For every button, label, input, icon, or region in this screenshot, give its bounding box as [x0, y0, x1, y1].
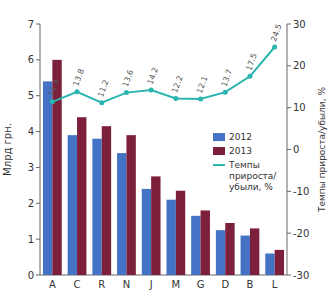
y-tick-label: 6 [28, 54, 34, 65]
y2-tick [287, 191, 291, 192]
line-marker [149, 88, 154, 93]
bar [250, 228, 259, 275]
y2-tick [287, 149, 291, 150]
x-tick-label: R [98, 279, 105, 290]
bar [142, 189, 151, 275]
bar [151, 176, 160, 275]
data-labels: 11.4 13.8 11.2 13.6 14.2 12.2 12.1 13.7 17.5 24.5 [47, 23, 284, 98]
data-label: 12.1 [195, 75, 210, 95]
y2-tick [287, 233, 291, 234]
bar [126, 135, 135, 275]
y2-tick-label: -10 [293, 186, 309, 197]
data-label: 11.4 [47, 78, 62, 98]
x-tick-label: C [74, 279, 81, 290]
line-marker [272, 45, 277, 50]
line-marker [50, 99, 55, 104]
x-tick-label: J [149, 279, 153, 290]
y2-tick-label: 0 [293, 144, 299, 155]
bar [216, 230, 225, 275]
bar [43, 81, 52, 275]
y-tick [36, 131, 40, 132]
y2-axis-label: Темпы прироста/убыли, % [317, 87, 327, 213]
y2-tick-label: 30 [293, 19, 306, 30]
y-axis-label: Млрд грн. [2, 123, 13, 176]
x-tick-label: N [123, 279, 130, 290]
bar [201, 210, 210, 275]
chart: 0 1 2 3 4 5 6 7 Млрд грн. -30 -20 -10 0 10 20 30 Темпы п… [0, 0, 331, 295]
legend: 2012 2013 Темпыприроста/убыли, % [213, 132, 277, 192]
data-label: 14.2 [146, 66, 161, 86]
line-marker [223, 90, 228, 95]
data-label: 13.6 [121, 68, 136, 88]
y-tick-label: 5 [28, 90, 34, 101]
y2-tick-label: 20 [293, 60, 306, 71]
line-marker [124, 90, 129, 95]
y-tick-label: 3 [28, 162, 34, 173]
x-tick-label: M [172, 279, 181, 290]
y-tick-label: 2 [28, 198, 34, 209]
y-tick [36, 24, 40, 25]
data-label: 11.2 [96, 79, 111, 99]
legend-label-line: убыли, % [229, 182, 273, 192]
bar [77, 117, 86, 275]
line-marker [247, 74, 252, 79]
bar [241, 236, 250, 275]
y-tick-label: 7 [28, 19, 34, 30]
legend-label-line: Темпы [228, 160, 260, 170]
y2-tick-label: 10 [293, 102, 306, 113]
bar [275, 250, 284, 275]
x-tick-label: B [247, 279, 254, 290]
y2-tick [287, 107, 291, 108]
bar [191, 216, 200, 275]
data-label: 13.7 [220, 68, 235, 88]
y-tick [36, 167, 40, 168]
legend-label: 2012 [229, 132, 252, 142]
legend-swatch [213, 133, 225, 141]
plot-area [43, 45, 284, 275]
legend-swatch [213, 147, 225, 155]
bar [166, 200, 175, 275]
bar [117, 153, 126, 275]
legend-label-line: прироста/ [229, 171, 277, 181]
legend-swatch [213, 164, 225, 166]
y2-tick-label: -30 [293, 270, 309, 281]
line-marker [75, 89, 80, 94]
line-marker [173, 96, 178, 101]
y2-tick-label: -20 [293, 228, 309, 239]
bar [92, 139, 101, 275]
y-tick [36, 95, 40, 96]
data-label: 13.8 [71, 68, 86, 88]
y-tick [36, 203, 40, 204]
legend-label-line: 2012 [229, 132, 252, 142]
y-tick [36, 275, 40, 276]
y-tick-label: 4 [28, 126, 34, 137]
x-tick-label: D [221, 279, 229, 290]
data-label: 24.5 [269, 23, 284, 43]
legend-label: Темпыприроста/убыли, % [228, 160, 277, 192]
x-tick-label: A [49, 279, 56, 290]
y2-tick [287, 24, 291, 25]
y2-tick [287, 65, 291, 66]
y-tick-label: 0 [28, 270, 34, 281]
bar [265, 253, 274, 275]
y-tick-label: 1 [28, 234, 34, 245]
y-tick [36, 239, 40, 240]
legend-label-line: 2013 [229, 146, 252, 156]
y-tick [36, 59, 40, 60]
y-axis-line [40, 24, 41, 275]
x-tick-label: L [272, 279, 278, 290]
data-label: 17.5 [244, 52, 259, 72]
bar [176, 191, 185, 275]
x-tick-label: G [197, 279, 205, 290]
y2-tick [287, 275, 291, 276]
line-marker [198, 96, 203, 101]
bar [102, 126, 111, 275]
legend-label: 2013 [229, 146, 252, 156]
growth-line [52, 47, 274, 103]
bar [225, 223, 234, 275]
bar [68, 135, 77, 275]
data-label: 12.2 [170, 74, 185, 94]
line-marker [99, 100, 104, 105]
